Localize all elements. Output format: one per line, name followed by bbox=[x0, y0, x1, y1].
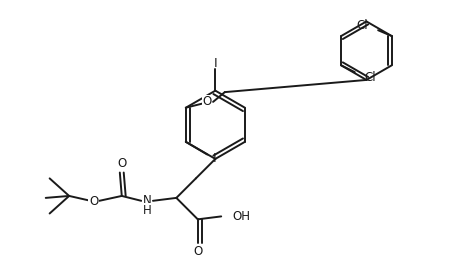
Text: H: H bbox=[143, 204, 152, 217]
Text: O: O bbox=[89, 195, 98, 208]
Text: I: I bbox=[213, 152, 217, 165]
Text: Cl: Cl bbox=[357, 19, 368, 32]
Text: O: O bbox=[202, 95, 212, 108]
Text: Cl: Cl bbox=[365, 70, 376, 84]
Text: O: O bbox=[193, 245, 202, 258]
Text: N: N bbox=[143, 194, 152, 207]
Text: O: O bbox=[117, 157, 126, 170]
Text: OH: OH bbox=[232, 210, 250, 223]
Text: I: I bbox=[213, 57, 217, 70]
